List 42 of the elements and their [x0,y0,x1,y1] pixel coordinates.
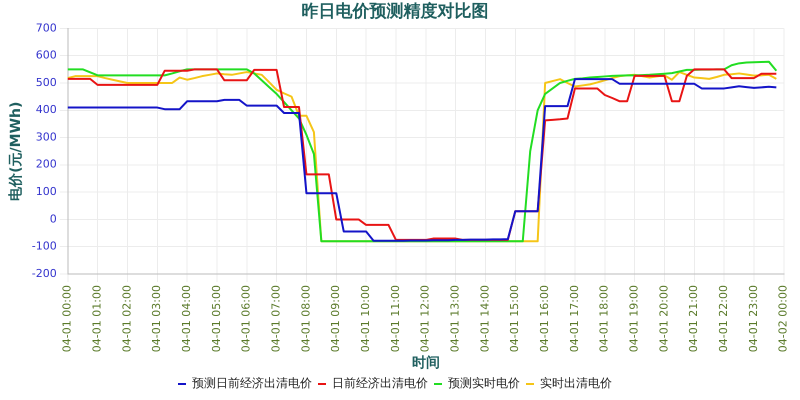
x-tick-label: 04-01 09:00 [329,285,342,352]
x-tick-label: 04-01 00:00 [60,285,74,352]
y-tick-label: 500 [36,76,57,89]
x-tick-label: 04-01 18:00 [598,285,611,352]
x-tick-label: 04-01 13:00 [448,285,462,352]
x-tick-label: 04-01 15:00 [508,285,522,352]
y-tick-label: -200 [32,266,57,280]
y-tick-label: 300 [36,130,57,144]
y-axis-title: 电价(元/MWh) [8,102,24,201]
x-tick-label: 04-01 07:00 [269,285,282,352]
y-tick-label: 700 [36,21,57,34]
y-tick-label: 400 [36,103,57,116]
y-tick-label: 200 [36,158,57,171]
y-tick-label: 0 [50,212,57,226]
y-tick-label: 600 [36,48,57,62]
y-tick-label: -100 [32,240,57,253]
x-tick-label: 04-01 23:00 [746,285,760,352]
y-tick-label: 100 [36,185,57,198]
x-tick-label: 04-01 06:00 [240,285,253,352]
x-tick-label: 04-01 22:00 [716,285,730,352]
x-tick-label: 04-01 04:00 [180,285,193,352]
x-tick-label: 04-01 05:00 [210,285,223,352]
x-tick-label: 04-01 20:00 [657,285,670,352]
legend-label: 实时出清电价 [540,376,612,390]
x-tick-label: 04-01 08:00 [299,285,312,352]
x-tick-label: 04-01 10:00 [358,285,372,352]
x-tick-label: 04-01 03:00 [150,285,164,352]
legend-label: 预测实时电价 [448,376,520,390]
chart-title: 昨日电价预测精度对比图 [302,2,488,22]
x-axis-title: 时间 [412,355,440,372]
x-tick-label: 04-01 21:00 [687,285,700,352]
x-tick-label: 04-01 16:00 [538,285,551,352]
x-tick-label: 04-01 14:00 [478,285,492,352]
legend-label: 日前经济出清电价 [332,376,428,390]
legend-label: 预测日前经济出清电价 [192,376,312,390]
x-tick-label: 04-01 19:00 [627,285,640,352]
x-tick-label: 04-01 01:00 [90,285,104,352]
x-tick-label: 04-01 17:00 [568,285,581,352]
x-tick-label: 04-01 12:00 [418,285,432,352]
x-tick-label: 04-01 11:00 [388,285,402,352]
x-tick-label: 04-02 00:00 [776,285,790,352]
x-tick-label: 04-01 02:00 [120,285,134,352]
